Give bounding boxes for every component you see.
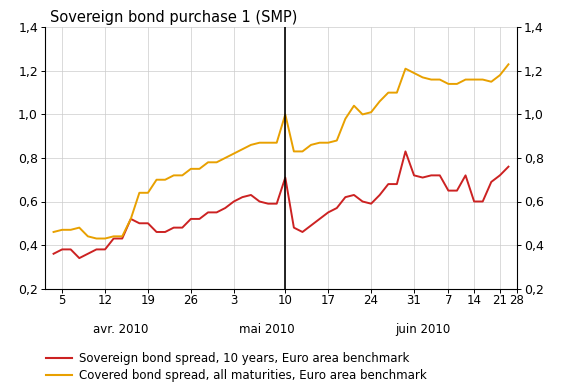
Legend: Sovereign bond spread, 10 years, Euro area benchmark, Covered bond spread, all m: Sovereign bond spread, 10 years, Euro ar… [46, 353, 427, 382]
Text: juin 2010: juin 2010 [395, 323, 450, 335]
Text: Sovereign bond purchase 1 (SMP): Sovereign bond purchase 1 (SMP) [49, 10, 297, 25]
Text: avr. 2010: avr. 2010 [93, 323, 148, 335]
Text: mai 2010: mai 2010 [239, 323, 294, 335]
